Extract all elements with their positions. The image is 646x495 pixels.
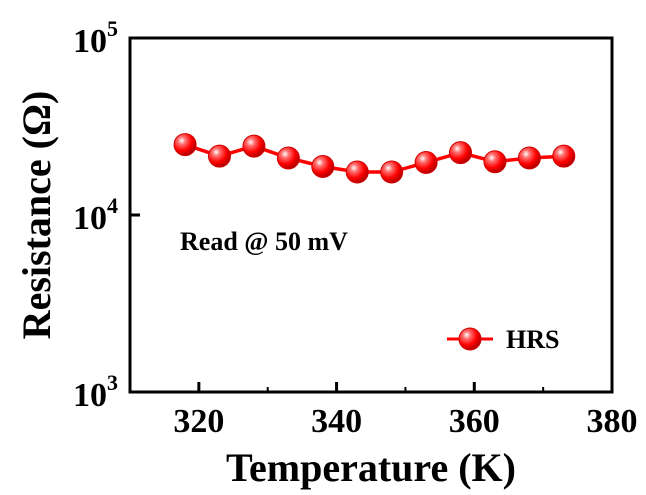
data-point bbox=[449, 141, 473, 165]
data-point bbox=[414, 150, 438, 174]
x-tick-label: 360 bbox=[449, 403, 500, 440]
data-point bbox=[311, 154, 335, 178]
x-axis-title: Temperature (K) bbox=[226, 445, 516, 490]
legend-marker bbox=[458, 327, 482, 351]
data-point bbox=[483, 150, 507, 174]
data-point bbox=[517, 146, 541, 170]
x-axis-ticks: 320 340 360 380 bbox=[129, 382, 638, 440]
data-point bbox=[345, 160, 369, 184]
y-tick-label: 104 bbox=[73, 193, 118, 237]
x-tick-label: 320 bbox=[173, 403, 224, 440]
read-annotation: Read @ 50 mV bbox=[180, 227, 348, 256]
y-axis-ticks: 103 104 105 bbox=[73, 16, 140, 414]
data-point bbox=[208, 144, 232, 168]
y-tick-label: 103 bbox=[73, 370, 118, 414]
y-axis-title: Resistance (Ω) bbox=[14, 91, 59, 340]
data-point bbox=[552, 144, 576, 168]
legend: HRS bbox=[447, 325, 559, 354]
series-layer bbox=[173, 133, 576, 184]
data-point bbox=[276, 146, 300, 170]
x-tick-label: 340 bbox=[311, 403, 362, 440]
series-line bbox=[184, 142, 564, 174]
data-point bbox=[380, 160, 404, 184]
legend-label: HRS bbox=[506, 325, 559, 354]
x-tick-label: 380 bbox=[587, 403, 638, 440]
y-tick-label: 105 bbox=[73, 16, 118, 60]
data-point bbox=[242, 134, 266, 158]
data-point bbox=[173, 133, 197, 157]
